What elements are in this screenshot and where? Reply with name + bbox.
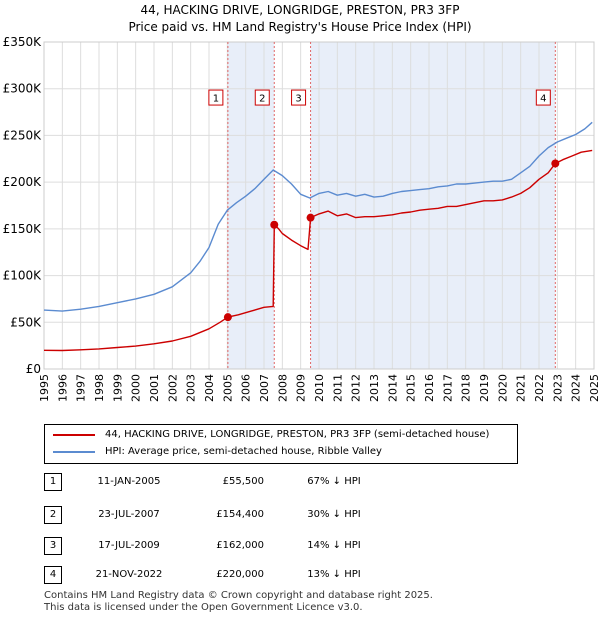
x-tick-label: 2023: [551, 374, 564, 402]
x-tick-label: 1999: [111, 374, 124, 402]
transaction-badge: 4: [44, 566, 62, 584]
transaction-price: £162,000: [216, 540, 264, 551]
x-tick-label: 2015: [405, 374, 418, 402]
legend: 44, HACKING DRIVE, LONGRIDGE, PRESTON, P…: [44, 424, 518, 464]
x-tick-label: 2000: [130, 374, 143, 402]
y-tick-label: £100K: [3, 269, 43, 283]
legend-swatch-property: [53, 434, 95, 436]
legend-label-hpi: HPI: Average price, semi-detached house,…: [105, 446, 382, 457]
transaction-badge: 2: [44, 506, 62, 524]
x-tick-label: 2005: [221, 374, 234, 402]
price-chart: £0 £50K £100K £150K £200K £250K £300K £350K 1995…: [3, 35, 600, 402]
x-tick-label: 2020: [496, 374, 509, 402]
x-tick-label: 2025: [588, 374, 600, 402]
transaction-price: £154,400: [216, 509, 264, 520]
sale-number-box: [208, 89, 224, 106]
transaction-date: 21-NOV-2022: [95, 569, 163, 580]
x-tick-label: 2009: [295, 374, 308, 402]
sale-point: [306, 213, 315, 222]
x-tick-label: 2010: [313, 374, 326, 402]
transaction-hpi: 13% ↓ HPI: [307, 569, 361, 580]
x-tick-label: 1997: [75, 374, 88, 402]
sale-number-box: [254, 89, 270, 106]
footer: Contains HM Land Registry data © Crown c…: [44, 590, 433, 614]
x-tick-label: 2001: [148, 374, 161, 402]
x-tick-label: 2004: [203, 374, 216, 402]
legend-label-property: 44, HACKING DRIVE, LONGRIDGE, PRESTON, P…: [105, 429, 490, 440]
x-tick-label: 2021: [515, 374, 528, 402]
x-tick-label: 1996: [56, 374, 69, 402]
x-tick-label: 2007: [258, 374, 271, 402]
x-tick-label: 2017: [441, 374, 454, 402]
table-row: 2 23-JUL-2007 £154,400 30% ↓ HPI: [44, 505, 564, 525]
chart-title: 44, HACKING DRIVE, LONGRIDGE, PRESTON, P…: [140, 3, 460, 17]
sale-point: [223, 313, 232, 322]
x-tick-label: 1998: [93, 374, 106, 402]
table-row: 4 21-NOV-2022 £220,000 13% ↓ HPI: [44, 565, 564, 585]
footer-copyright: Contains HM Land Registry data © Crown c…: [44, 590, 433, 601]
footer-licence: This data is licensed under the Open Gov…: [44, 602, 363, 613]
x-tick-label: 2011: [331, 374, 344, 402]
transaction-badge: 3: [44, 537, 62, 555]
sale-number-label: 2: [259, 94, 265, 105]
y-tick-label: £250K: [3, 128, 43, 142]
x-tick-label: 2018: [460, 374, 473, 402]
transaction-price: £220,000: [216, 569, 264, 580]
sale-number-label: 4: [540, 94, 546, 105]
y-tick-label: £200K: [3, 175, 43, 189]
sale-point: [270, 220, 279, 229]
transaction-badge: 1: [44, 473, 62, 491]
x-tick-label: 2019: [478, 374, 491, 402]
transaction-hpi: 14% ↓ HPI: [307, 540, 361, 551]
y-tick-label: £350K: [3, 35, 43, 49]
sale-number-label: 3: [295, 94, 301, 105]
sale-number-box: [291, 89, 307, 106]
transaction-date: 11-JAN-2005: [97, 476, 161, 487]
x-tick-label: 2006: [240, 374, 253, 402]
x-tick-label: 2002: [166, 374, 179, 402]
chart-subtitle: Price paid vs. HM Land Registry's House …: [128, 20, 472, 34]
sale-number-box: [535, 89, 551, 106]
y-tick-label: £150K: [3, 222, 43, 236]
x-tick-label: 2022: [533, 374, 546, 402]
property-price-line: [43, 149, 593, 352]
y-tick-label: £50K: [10, 315, 42, 329]
y-tick-label: £300K: [3, 82, 43, 96]
y-tick-label: £0: [26, 362, 41, 376]
x-tick-label: 1995: [38, 374, 51, 402]
table-row: 1 11-JAN-2005 £55,500 67% ↓ HPI: [44, 472, 564, 492]
x-tick-label: 2003: [185, 374, 198, 402]
transaction-hpi: 30% ↓ HPI: [307, 509, 361, 520]
table-row: 3 17-JUL-2009 £162,000 14% ↓ HPI: [44, 536, 564, 556]
sale-point: [551, 159, 560, 168]
transaction-date: 23-JUL-2007: [98, 509, 160, 520]
transaction-hpi: 67% ↓ HPI: [307, 476, 361, 487]
transaction-price: £55,500: [222, 476, 264, 487]
x-tick-label: 2014: [386, 374, 399, 402]
hpi-line: [43, 121, 593, 312]
x-tick-label: 2024: [570, 374, 583, 402]
legend-swatch-hpi: [53, 451, 95, 453]
x-tick-label: 2013: [368, 374, 381, 402]
plot-frame: [43, 41, 595, 370]
transaction-date: 17-JUL-2009: [98, 540, 160, 551]
sale-number-label: 1: [213, 94, 219, 105]
x-tick-label: 2008: [276, 374, 289, 402]
x-tick-label: 2016: [423, 374, 436, 402]
x-tick-label: 2012: [350, 374, 363, 402]
shaded-span: [310, 42, 556, 369]
